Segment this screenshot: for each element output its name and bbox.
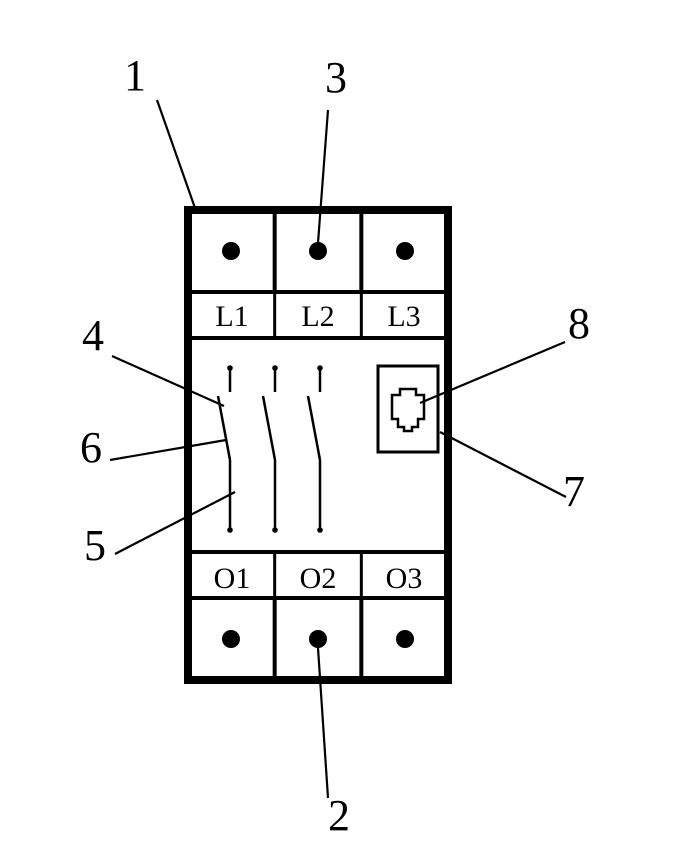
label-bot-O3: O3 [386, 562, 423, 595]
callout-num-5: 5 [84, 521, 106, 570]
terminal-top-1 [309, 242, 327, 260]
callout-num-8: 8 [568, 299, 590, 348]
terminal-bot-1 [309, 630, 327, 648]
label-top-L3: L3 [387, 300, 420, 333]
terminal-top-0 [222, 242, 240, 260]
label-top-L2: L2 [301, 300, 334, 333]
label-top-L1: L1 [215, 300, 248, 333]
label-bot-O1: O1 [214, 562, 251, 595]
device: L1 L2 L3 O1 O2 O3 [188, 210, 448, 680]
callout-num-2: 2 [328, 791, 350, 840]
terminal-bot-0 [222, 630, 240, 648]
terminal-bot-2 [396, 630, 414, 648]
label-bot-O2: O2 [300, 562, 337, 595]
terminal-top-2 [396, 242, 414, 260]
callout-num-6: 6 [80, 423, 102, 472]
callout-num-4: 4 [82, 311, 104, 360]
callout-num-1: 1 [124, 51, 146, 100]
callout-num-7: 7 [563, 467, 585, 516]
callout-num-3: 3 [325, 53, 347, 102]
